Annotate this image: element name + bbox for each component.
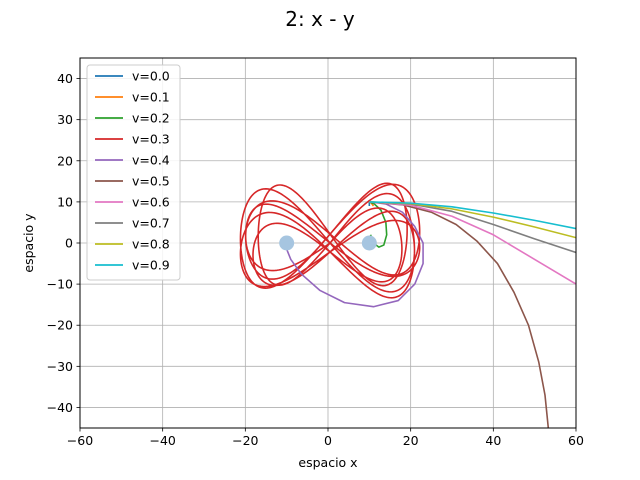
x-tick-label: −20 xyxy=(232,433,258,448)
chart-title: 2: x - y xyxy=(285,7,355,31)
legend-label: v=0.8 xyxy=(132,237,170,252)
x-axis-label: espacio x xyxy=(298,455,357,470)
y-tick-label: −30 xyxy=(47,359,73,374)
x-tick-label: 60 xyxy=(568,433,584,448)
attractor-point-1 xyxy=(279,235,295,251)
series-line-v=0.4 xyxy=(285,201,424,308)
y-tick-label: 20 xyxy=(57,153,73,168)
legend-label: v=0.4 xyxy=(132,153,170,168)
legend-label: v=0.1 xyxy=(132,90,170,105)
legend-label: v=0.6 xyxy=(132,195,170,210)
x-tick-label: 20 xyxy=(403,433,419,448)
x-tick-label: 0 xyxy=(324,433,332,448)
attractor-point-2 xyxy=(361,235,377,251)
series-line-v=0.5 xyxy=(369,201,550,428)
legend-label: v=0.3 xyxy=(132,132,170,147)
y-tick-label: −40 xyxy=(47,400,73,415)
y-tick-label: 40 xyxy=(57,71,73,86)
y-tick-label: 10 xyxy=(57,194,73,209)
legend-label: v=0.5 xyxy=(132,174,170,189)
legend-label: v=0.9 xyxy=(132,258,170,273)
legend-label: v=0.7 xyxy=(132,216,170,231)
axis-ticks: −60 −40 −20 0 20 40 60 −40 −30 −20 −10 0 10 20 30 40 xyxy=(47,71,584,448)
series-line-v=0.3 xyxy=(239,182,421,299)
series-line-v=0.6 xyxy=(369,201,576,285)
y-tick-label: −20 xyxy=(47,318,73,333)
legend: v=0.0 v=0.1 v=0.2 v=0.3 v=0.4 v=0.5 v=0.6 v=0.7… xyxy=(86,64,181,281)
legend-label: v=0.2 xyxy=(132,111,170,126)
legend-label: v=0.0 xyxy=(132,69,170,84)
series-line-v=0.9 xyxy=(369,201,576,230)
plot-area xyxy=(239,182,576,428)
y-tick-label: 0 xyxy=(65,236,73,251)
x-tick-label: −60 xyxy=(67,433,93,448)
y-tick-label: −10 xyxy=(47,277,73,292)
y-axis-label: espacio y xyxy=(21,213,36,273)
y-tick-label: 30 xyxy=(57,112,73,127)
x-tick-label: 40 xyxy=(485,433,501,448)
x-tick-label: −40 xyxy=(149,433,175,448)
